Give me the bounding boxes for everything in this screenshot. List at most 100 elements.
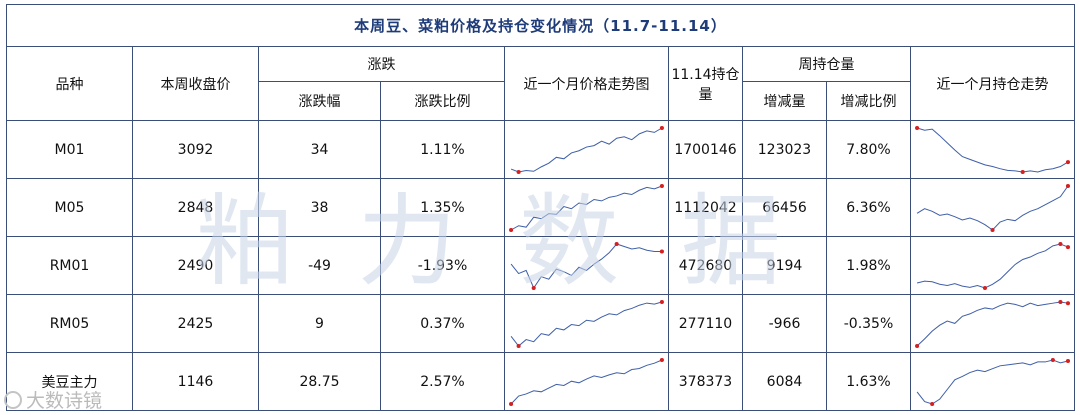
sparkline-marker bbox=[1065, 300, 1071, 305]
cell-oi-change-pct: 7.80% bbox=[826, 120, 911, 179]
header-variety: 品种 bbox=[6, 46, 133, 121]
price-sparkline-cell bbox=[504, 236, 669, 295]
sparkline-line bbox=[510, 359, 663, 404]
sparkline-line bbox=[916, 358, 1069, 405]
sparkline-marker bbox=[1065, 244, 1071, 249]
oi-sparkline bbox=[916, 357, 1071, 406]
table-title: 本周豆、菜粕价格及持仓变化情况（11.7-11.14） bbox=[5, 4, 1076, 47]
cell-oi: 277110 bbox=[668, 294, 743, 353]
sparkline-marker bbox=[915, 125, 920, 130]
sparkline-marker bbox=[915, 343, 920, 348]
table-row: M05 2848 38 1.35% 1112042 66456 6.36% bbox=[6, 178, 1076, 237]
sparkline-marker bbox=[1065, 183, 1071, 188]
oi-sparkline-cell bbox=[909, 236, 1076, 295]
cell-close: 2848 bbox=[132, 178, 259, 237]
sparkline-line bbox=[916, 185, 1069, 231]
sparkline-marker bbox=[659, 249, 664, 254]
header-price-trend: 近一个月价格走势图 bbox=[504, 46, 669, 121]
cell-variety: RM01 bbox=[6, 236, 133, 295]
price-sparkline-cell bbox=[504, 352, 669, 411]
cell-oi-change-pct: -0.35% bbox=[826, 294, 911, 353]
logo-icon bbox=[4, 391, 22, 409]
cell-change-pct: 2.57% bbox=[380, 352, 505, 411]
sparkline-line bbox=[510, 242, 662, 289]
sparkline-marker bbox=[531, 285, 536, 290]
sparkline-marker bbox=[982, 285, 988, 290]
sparkline-marker bbox=[509, 227, 514, 232]
cell-oi-change: 123023 bbox=[742, 120, 827, 179]
cell-variety: M01 bbox=[6, 120, 133, 179]
oi-sparkline bbox=[915, 299, 1071, 348]
cell-close: 3092 bbox=[132, 120, 259, 179]
sparkline-marker bbox=[516, 343, 521, 348]
header-close: 本周收盘价 bbox=[132, 46, 259, 121]
sparkline-marker bbox=[1050, 357, 1055, 362]
cell-oi-change-pct: 6.36% bbox=[826, 178, 911, 237]
oi-sparkline-cell bbox=[909, 120, 1076, 179]
header-oi-trend: 近一个月持仓走势 bbox=[909, 46, 1076, 121]
price-oi-table: 本周豆、菜粕价格及持仓变化情况（11.7-11.14） 品种 本周收盘价 涨跌 … bbox=[5, 4, 1076, 411]
sparkline-marker bbox=[1065, 159, 1071, 164]
sparkline-marker bbox=[659, 183, 664, 188]
cell-change-pct: 1.35% bbox=[380, 178, 505, 237]
brand-logo: 大数诗镜 bbox=[4, 386, 102, 413]
price-sparkline-cell bbox=[504, 120, 669, 179]
header-oi-change-pct: 增减比例 bbox=[826, 81, 911, 121]
cell-oi-change: -966 bbox=[742, 294, 827, 353]
price-sparkline bbox=[509, 183, 664, 232]
price-sparkline bbox=[510, 125, 664, 174]
cell-variety: 美豆主力 bbox=[6, 352, 133, 411]
sparkline-marker bbox=[990, 227, 995, 232]
logo-text: 大数诗镜 bbox=[26, 390, 103, 412]
cell-change-amt: 9 bbox=[258, 294, 381, 353]
cell-oi: 1112042 bbox=[668, 178, 743, 237]
sparkline-marker bbox=[1058, 299, 1063, 304]
sparkline-line bbox=[916, 127, 1069, 173]
cell-oi-change: 6084 bbox=[742, 352, 827, 411]
header-change-amt: 涨跌幅 bbox=[258, 81, 381, 121]
sparkline-marker bbox=[659, 299, 664, 304]
table-row: RM01 2490 -49 -1.93% 472680 9194 1.98% bbox=[6, 236, 1076, 295]
header-change-group: 涨跌 bbox=[258, 46, 505, 82]
cell-close: 2425 bbox=[132, 294, 259, 353]
header-oi-group: 周持仓量 bbox=[742, 46, 911, 82]
sparkline-marker bbox=[1065, 358, 1071, 363]
oi-sparkline-cell bbox=[909, 178, 1076, 237]
oi-sparkline bbox=[916, 241, 1071, 290]
cell-change-amt: 38 bbox=[258, 178, 381, 237]
price-sparkline-cell bbox=[504, 294, 669, 353]
cell-change-amt: 34 bbox=[258, 120, 381, 179]
sparkline-line bbox=[916, 242, 1069, 289]
table-row: RM05 2425 9 0.37% 277110 -966 -0.35% bbox=[6, 294, 1076, 353]
sparkline-marker bbox=[930, 401, 935, 406]
oi-sparkline-cell bbox=[909, 294, 1076, 353]
cell-change-pct: -1.93% bbox=[380, 236, 505, 295]
cell-oi-change: 66456 bbox=[742, 178, 827, 237]
cell-oi-change-pct: 1.98% bbox=[826, 236, 911, 295]
oi-sparkline bbox=[916, 183, 1071, 232]
cell-close: 2490 bbox=[132, 236, 259, 295]
sparkline-marker bbox=[1058, 241, 1063, 246]
cell-change-amt: -49 bbox=[258, 236, 381, 295]
sparkline-line bbox=[510, 185, 663, 230]
sparkline-marker bbox=[659, 125, 664, 130]
sparkline-marker bbox=[659, 357, 664, 362]
header-oi-change: 增减量 bbox=[742, 81, 827, 121]
price-sparkline bbox=[509, 357, 664, 406]
price-sparkline-cell bbox=[504, 178, 669, 237]
price-oi-table-container: 本周豆、菜粕价格及持仓变化情况（11.7-11.14） 品种 本周收盘价 涨跌 … bbox=[5, 4, 1076, 411]
cell-variety: M05 bbox=[6, 178, 133, 237]
sparkline-line bbox=[510, 301, 663, 347]
cell-oi-change: 9194 bbox=[742, 236, 827, 295]
header-oi: 11.14持仓量 bbox=[668, 46, 743, 121]
price-sparkline bbox=[510, 299, 664, 348]
cell-oi: 1700146 bbox=[668, 120, 743, 179]
sparkline-marker bbox=[516, 169, 521, 174]
sparkline-line bbox=[510, 127, 663, 173]
header-change-pct: 涨跌比例 bbox=[380, 81, 505, 121]
table-row: 美豆主力 1146 28.75 2.57% 378373 6084 1.63% bbox=[6, 352, 1076, 411]
cell-change-pct: 1.11% bbox=[380, 120, 505, 179]
cell-close: 1146 bbox=[132, 352, 259, 411]
cell-oi-change-pct: 1.63% bbox=[826, 352, 911, 411]
cell-change-pct: 0.37% bbox=[380, 294, 505, 353]
